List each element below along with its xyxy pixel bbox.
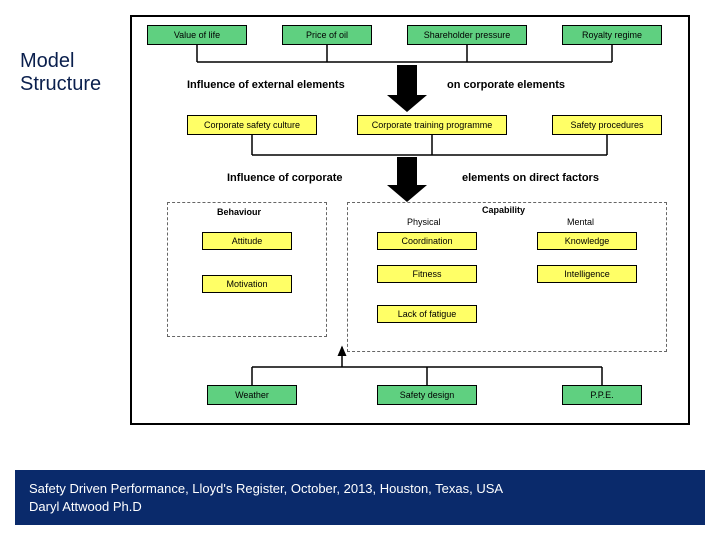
box-corporate-training: Corporate training programme [357, 115, 507, 135]
box-motivation: Motivation [202, 275, 292, 293]
box-coordination: Coordination [377, 232, 477, 250]
box-attitude: Attitude [202, 232, 292, 250]
behaviour-label: Behaviour [217, 207, 261, 217]
box-ppe: P.P.E. [562, 385, 642, 405]
box-price-of-oil: Price of oil [282, 25, 372, 45]
box-corporate-safety-culture: Corporate safety culture [187, 115, 317, 135]
box-royalty-regime: Royalty regime [562, 25, 662, 45]
box-intelligence: Intelligence [537, 265, 637, 283]
box-knowledge: Knowledge [537, 232, 637, 250]
label-influence-external: Influence of external elements [187, 79, 345, 91]
box-weather: Weather [207, 385, 297, 405]
footer-line2: Daryl Attwood Ph.D [29, 498, 691, 516]
diagram-frame: Value of life Price of oil Shareholder p… [130, 15, 690, 425]
box-shareholder-pressure: Shareholder pressure [407, 25, 527, 45]
box-fitness: Fitness [377, 265, 477, 283]
capability-label: Capability [482, 205, 525, 215]
box-lack-fatigue: Lack of fatigue [377, 305, 477, 323]
physical-label: Physical [407, 217, 441, 227]
behaviour-group [167, 202, 327, 337]
footer-line1: Safety Driven Performance, Lloyd's Regis… [29, 480, 691, 498]
box-safety-design: Safety design [377, 385, 477, 405]
box-safety-procedures: Safety procedures [552, 115, 662, 135]
label-on-corporate: on corporate elements [447, 79, 565, 91]
label-on-direct: elements on direct factors [462, 172, 599, 184]
mental-label: Mental [567, 217, 594, 227]
footer: Safety Driven Performance, Lloyd's Regis… [15, 470, 705, 525]
page-title: Model Structure [20, 50, 120, 96]
label-influence-corporate: Influence of corporate [227, 172, 343, 184]
box-value-of-life: Value of life [147, 25, 247, 45]
